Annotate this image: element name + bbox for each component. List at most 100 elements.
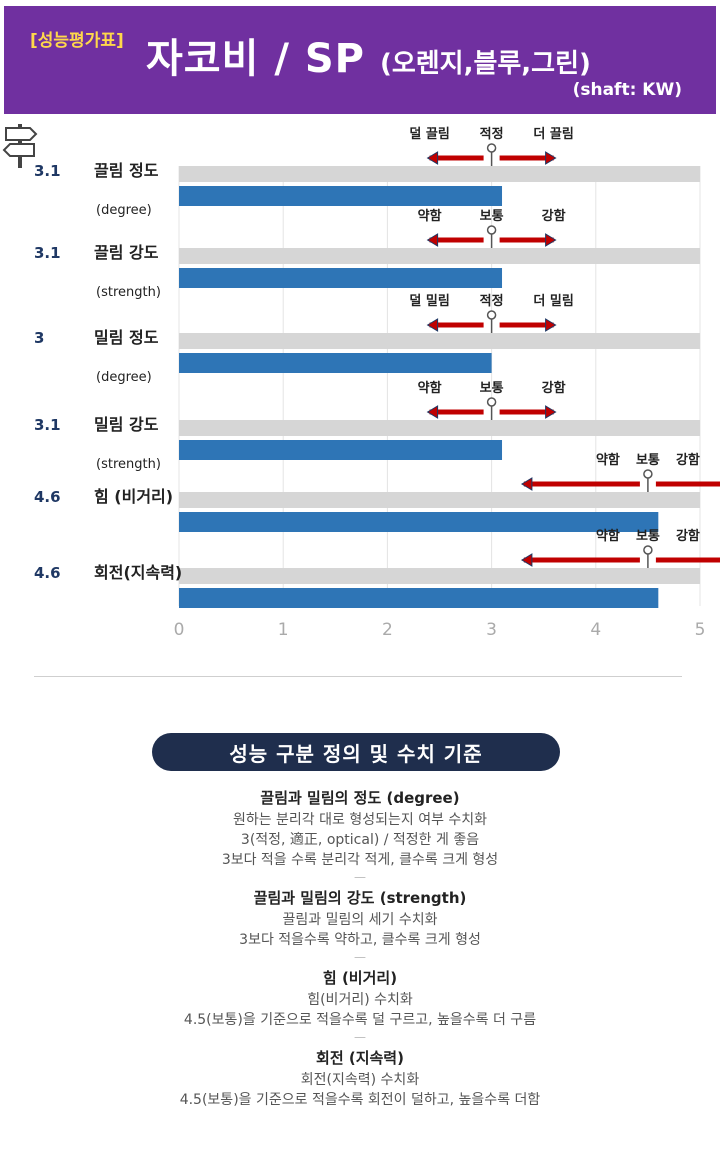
chart-row: 3.1 밀림 강도(strength)약함 보통 강함 xyxy=(34,380,700,472)
definition-line: 3보다 적을 수록 분리각 적게, 클수록 크게 형성 xyxy=(221,852,499,868)
scale-label-mid: 보통 xyxy=(636,529,660,544)
pin-head xyxy=(486,143,497,153)
arrow-head xyxy=(426,233,439,247)
header-tag: [성능평가표] xyxy=(30,31,124,51)
definition-block: 끌림과 밀림의 정도 (degree) 원하는 분리각 대로 형성되는지 여부 수… xyxy=(0,786,720,884)
x-tick-label: 4 xyxy=(590,620,601,640)
chart-row: 4.6 힘 (비거리) 약함 보통 강함 xyxy=(34,452,720,532)
definition-block: 힘 (비거리) 힘(비거리) 수치화 4.5(보통)을 기준으로 적을수록 덜 구르… xyxy=(0,966,720,1044)
definition-separator: — xyxy=(354,950,366,964)
pin-head xyxy=(486,310,497,320)
bar-track xyxy=(179,492,700,508)
scale-arrow xyxy=(655,481,720,487)
definition-title: 힘 (비거리) xyxy=(322,969,398,987)
arrow-head xyxy=(545,151,557,165)
x-axis-ticks: 0 1 2 3 4 5 xyxy=(174,620,706,640)
scale-label-mid: 보통 xyxy=(636,453,660,468)
chart-row: 4.6 회전(지속력) 약함 보통 강함 xyxy=(34,528,720,608)
scale-arrow xyxy=(426,318,484,332)
definition-line: 힘(비거리) 수치화 xyxy=(307,992,413,1008)
page-title: 자코비 / SP (오렌지,블루,그린) xyxy=(146,26,591,84)
header-banner: [성능평가표] 자코비 / SP (오렌지,블루,그린) (shaft: KW) xyxy=(4,6,716,114)
scale-arrow xyxy=(655,557,720,563)
definition-line: 3(적정, 適正, optical) / 적정한 게 좋음 xyxy=(240,832,480,848)
x-tick-label: 0 xyxy=(174,620,185,640)
definition-title: 끌림과 밀림의 강도 (strength) xyxy=(253,889,467,907)
scale-label-right: 강함 xyxy=(542,208,566,224)
definition-line: 끌림과 밀림의 세기 수치화 xyxy=(282,912,438,928)
title-main: 자코비 / SP xyxy=(146,36,365,82)
arrow-head xyxy=(520,553,533,567)
definition-block: 끌림과 밀림의 강도 (strength) 끌림과 밀림의 세기 수치화 3보다 적… xyxy=(0,886,720,964)
definition-title: 회전 (지속력) xyxy=(316,1049,404,1067)
banner-title: 성능 구분 정의 및 수치 기준 xyxy=(229,741,483,766)
bar xyxy=(179,186,503,206)
row-label: 끌림 정도 xyxy=(94,161,159,180)
definitions-section: 끌림과 밀림의 정도 (degree) 원하는 분리각 대로 형성되는지 여부 수… xyxy=(0,786,720,1112)
row-label: 힘 (비거리) xyxy=(94,487,173,506)
scale-label-mid: 적정 xyxy=(480,126,504,142)
scale-arrow xyxy=(499,405,557,419)
row-sublabel: (strength) xyxy=(96,285,161,300)
scale-label-right: 강함 xyxy=(542,380,566,396)
bar-track xyxy=(179,166,700,182)
pin-head xyxy=(486,225,497,235)
score-label: 3.1 xyxy=(34,244,61,262)
scale-label-left: 덜 끌림 xyxy=(409,126,449,142)
bar xyxy=(179,353,492,373)
bar-track xyxy=(179,333,700,349)
scale-arrow xyxy=(426,233,484,247)
row-sublabel: (degree) xyxy=(96,203,152,218)
arrow-head xyxy=(426,151,439,165)
x-tick-label: 5 xyxy=(695,620,706,640)
scale-label-mid: 보통 xyxy=(480,381,504,396)
score-label: 3.1 xyxy=(34,416,61,434)
definition-line: 원하는 분리각 대로 형성되는지 여부 수치화 xyxy=(232,812,488,828)
definition-line: 4.5(보통)을 기준으로 적을수록 회전이 덜하고, 높을수록 더함 xyxy=(179,1092,541,1108)
row-label: 회전(지속력) xyxy=(94,563,182,582)
bar xyxy=(179,440,503,460)
bar xyxy=(179,512,659,532)
definition-block: 회전 (지속력) 회전(지속력) 수치화 4.5(보통)을 기준으로 적을수록 회전… xyxy=(0,1046,720,1110)
scale-arrow xyxy=(499,318,557,332)
definition-separator: — xyxy=(354,1030,366,1044)
scale-arrow xyxy=(426,151,484,165)
scale-label-right: 더 밀림 xyxy=(533,293,573,309)
arrow-head xyxy=(545,405,557,419)
arrow-head xyxy=(520,477,533,491)
row-label: 끌림 강도 xyxy=(94,243,159,262)
scale-label-left: 약함 xyxy=(418,208,442,224)
scale-arrow xyxy=(520,477,640,491)
scale-arrow xyxy=(499,151,557,165)
scale-label-left: 약함 xyxy=(596,528,620,544)
arrow-head xyxy=(426,318,439,332)
x-tick-label: 3 xyxy=(486,620,497,640)
row-label: 밀림 정도 xyxy=(94,328,159,347)
performance-chart: 3.1 끌림 정도(degree)덜 끌림 적정 더 끌림3.1 끌림 강도(stren… xyxy=(2,124,720,640)
bar xyxy=(179,268,503,288)
row-label: 밀림 강도 xyxy=(94,415,159,434)
definition-line: 3보다 적을수록 약하고, 클수록 크게 형성 xyxy=(239,932,481,948)
scale-arrow xyxy=(520,553,640,567)
pin-head xyxy=(643,469,653,479)
bar-track xyxy=(179,248,700,264)
shaft-label: (shaft: KW) xyxy=(572,80,682,100)
definition-line: 4.5(보통)을 기준으로 적을수록 덜 구르고, 높을수록 더 구름 xyxy=(183,1012,537,1028)
scale-label-mid: 적정 xyxy=(480,293,504,309)
score-label: 4.6 xyxy=(34,564,61,582)
chart-row: 3.1 끌림 정도 (degree) 덜 끌림 적정 더 끌림 xyxy=(34,126,700,218)
definition-line: 회전(지속력) 수치화 xyxy=(300,1072,420,1088)
row-sublabel: (strength) xyxy=(96,457,161,472)
scale-label-right: 강함 xyxy=(676,452,700,468)
score-label: 4.6 xyxy=(34,488,61,506)
scale-arrow xyxy=(499,233,557,247)
definitions-banner: 성능 구분 정의 및 수치 기준 xyxy=(152,733,560,771)
title-subtitle: (오렌지,블루,그린) xyxy=(379,49,591,79)
chart-rows: 3.1 끌림 정도(degree)덜 끌림 적정 더 끌림3.1 끌림 강도(stren… xyxy=(34,126,720,608)
x-tick-label: 2 xyxy=(382,620,393,640)
arrow-head xyxy=(545,233,557,247)
score-label: 3.1 xyxy=(34,162,61,180)
chart-row: 3 밀림 정도 (degree) 덜 밀림 적정 더 밀림 xyxy=(34,293,700,385)
pin-head xyxy=(643,545,653,555)
definition-separator: — xyxy=(354,870,366,884)
